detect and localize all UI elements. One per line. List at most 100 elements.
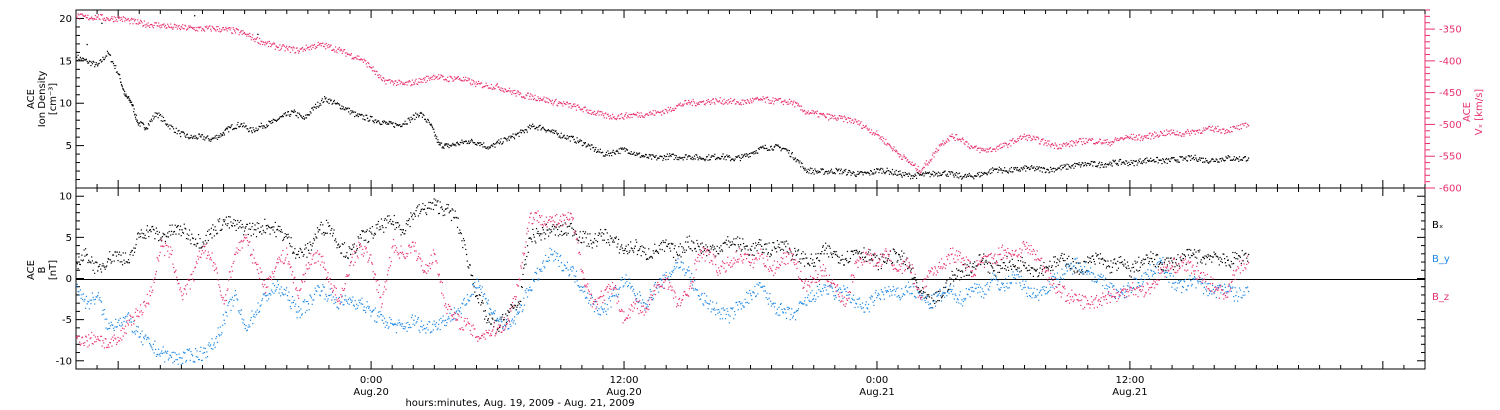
data-dot [84,15,86,18]
data-dot [354,56,356,59]
data-dot [836,168,838,171]
data-dot [632,153,634,155]
data-dot [660,241,663,244]
data-dot [1058,167,1061,169]
data-dot [121,20,124,22]
data-dot [484,85,486,87]
data-dot [303,253,305,256]
data-dot [313,106,315,108]
data-dot [205,26,207,29]
data-dot [667,243,669,245]
data-dot [82,14,84,16]
data-dot [1232,158,1235,160]
data-dot [793,100,795,102]
data-dot [258,42,260,45]
data-dot [1165,269,1167,272]
data-dot [744,153,746,155]
data-dot [356,249,358,251]
data-dot [333,99,335,102]
data-dot [193,28,195,31]
data-dot [557,132,559,135]
data-dot [331,49,333,52]
data-dot [630,114,632,116]
data-dot [1069,268,1071,270]
data-dot [844,170,846,172]
data-dot [818,171,820,174]
data-dot [507,138,509,140]
data-dot [848,169,850,172]
data-dot [1190,130,1192,132]
data-dot [805,257,807,259]
data-dot [262,41,264,43]
data-dot [289,115,291,117]
data-point [282,115,284,118]
data-dot [320,100,323,102]
data-dot [998,264,1000,266]
data-dot [591,247,593,249]
data-dot [191,233,193,235]
data-dot [993,270,995,272]
data-point [170,26,173,28]
data-dot [545,97,547,99]
data-dot [1090,261,1092,263]
data-dot [295,47,298,49]
data-dot [1233,125,1235,128]
data-dot [251,226,253,228]
data-dot [99,59,101,62]
data-dot [317,41,319,44]
data-dot [424,118,427,120]
data-dot [867,129,869,131]
data-dot [368,120,370,122]
data-point [97,65,99,67]
data-dot [414,213,416,215]
data-dot [979,151,981,154]
data-dot [597,234,599,237]
data-dot [366,114,368,116]
data-dot [385,227,387,229]
data-dot [734,244,736,246]
data-dot [439,76,441,79]
data-dot [399,83,401,85]
data-dot [848,170,851,172]
data-dot [821,169,823,171]
data-dot [214,135,216,137]
data-dot [452,209,454,211]
data-dot [279,116,281,118]
data-dot [621,244,623,246]
data-dot [222,27,224,29]
data-dot [1145,162,1147,164]
data-dot [558,226,560,228]
data-dot [848,261,850,263]
data-dot [553,129,555,131]
data-dot [1088,138,1090,140]
data-dot [368,62,370,65]
data-dot [238,126,240,128]
data-dot [445,144,447,146]
data-dot [857,170,859,173]
data-point [961,270,963,272]
data-dot [127,259,130,261]
data-dot [1126,137,1128,139]
data-dot [983,148,985,150]
data-dot [225,223,227,225]
data-point [771,249,773,252]
data-dot [353,246,355,248]
data-dot [1124,163,1126,165]
data-dot [648,114,650,116]
data-dot [534,128,536,130]
data-dot [725,159,727,161]
data-dot [298,52,300,54]
data-dot [1182,159,1184,161]
data-dot [1064,143,1066,145]
data-dot [227,126,229,128]
data-dot [518,135,520,138]
data-dot [688,235,690,237]
data-dot [1220,132,1223,134]
data-dot [619,248,621,250]
data-dot [441,75,443,77]
data-dot [134,247,136,249]
data-dot [978,171,980,174]
data-dot [219,31,221,33]
data-dot [120,83,123,86]
data-point [1024,262,1026,264]
